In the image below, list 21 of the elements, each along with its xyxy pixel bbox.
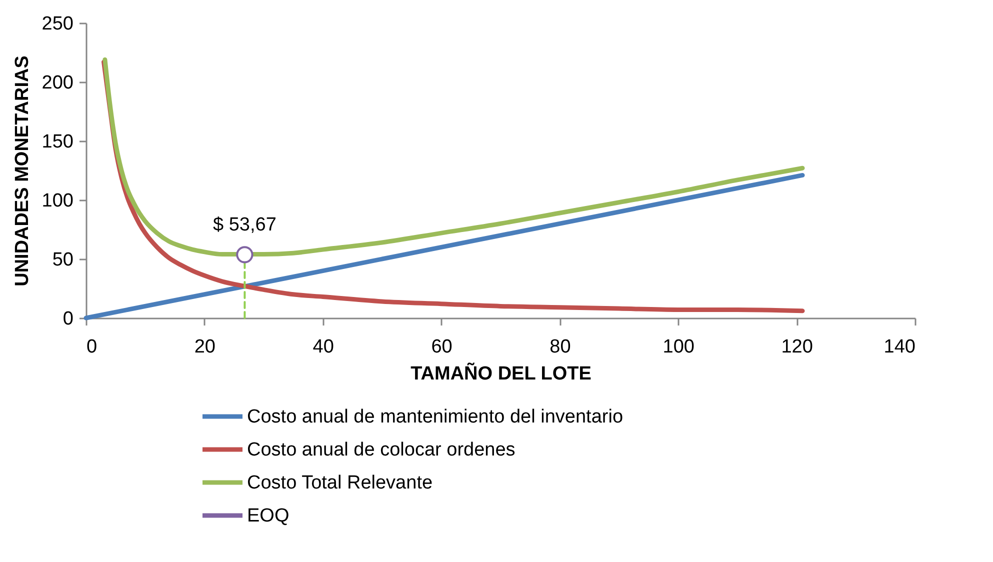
data-label: $ 53,67 bbox=[212, 214, 276, 236]
legend-label: EOQ bbox=[247, 506, 290, 526]
y-tick-label: 100 bbox=[42, 190, 74, 212]
x-tick-label: 80 bbox=[550, 336, 571, 358]
y-axis-title: UNIDADES MONETARIAS bbox=[12, 56, 33, 286]
y-tick-label: 50 bbox=[52, 250, 74, 270]
y-tick-label: 150 bbox=[42, 132, 74, 152]
y-tick-label: 200 bbox=[42, 72, 74, 94]
x-tick-label: 100 bbox=[662, 336, 694, 358]
x-tick-label: 0 bbox=[86, 336, 98, 358]
x-axis-title: TAMAÑO DEL LOTE bbox=[410, 362, 592, 384]
legend-label: Costo Total Relevante bbox=[247, 472, 433, 494]
y-tick-label: 250 bbox=[42, 14, 74, 34]
x-tick-label: 60 bbox=[431, 336, 452, 358]
legend-label: Costo anual de colocar ordenes bbox=[247, 440, 516, 460]
y-tick-label: 0 bbox=[62, 308, 74, 330]
x-tick-label: 20 bbox=[194, 336, 216, 358]
x-tick-label: 140 bbox=[884, 336, 916, 358]
x-tick-label: 120 bbox=[781, 336, 813, 358]
x-tick-label: 40 bbox=[312, 336, 334, 358]
legend-label: Costo anual de mantenimiento del inventario bbox=[247, 406, 624, 428]
